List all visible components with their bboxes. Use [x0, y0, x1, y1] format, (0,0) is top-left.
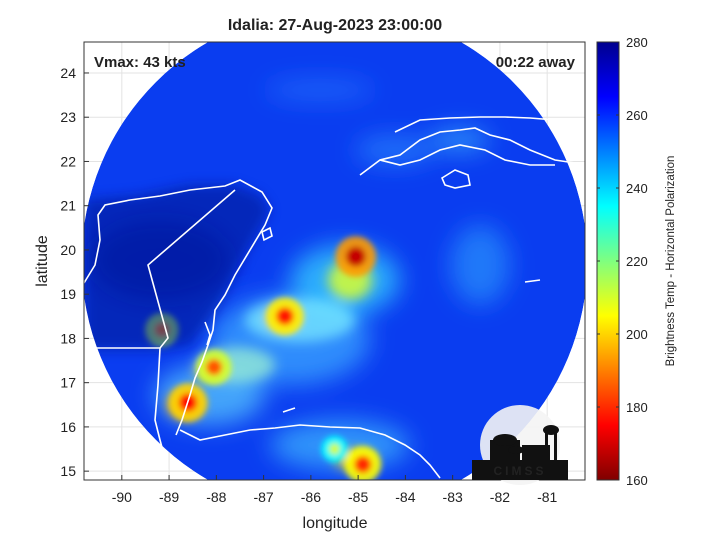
colorbar-tick-label: 240: [626, 181, 648, 196]
time-away-annotation: 00:22 away: [496, 54, 576, 71]
x-tick-label: -81: [537, 489, 557, 505]
y-tick-label: 18: [60, 330, 76, 346]
y-tick-label: 16: [60, 419, 76, 435]
belize-cays: [204, 321, 211, 346]
colorbar-tick-label: 180: [626, 400, 648, 415]
y-tick-label: 23: [60, 109, 76, 125]
y-tick-label: 21: [60, 198, 76, 214]
vmax-annotation: Vmax: 43 kts: [94, 54, 186, 71]
border-belize: [154, 347, 169, 471]
colorbar-ticks: 160 180 200 220 240 260 280: [597, 35, 648, 488]
coast-honduras: [179, 424, 441, 479]
y-axis-ticks: 15 16 17 18 19 20 21 22 23 24: [60, 65, 89, 479]
coastlines: [84, 116, 585, 479]
x-tick-label: -90: [112, 489, 132, 505]
x-tick-label: -87: [253, 489, 273, 505]
cold-core: [328, 443, 341, 455]
coast-yucatan: [84, 179, 273, 436]
x-tick-label: -86: [301, 489, 321, 505]
cold-core: [205, 359, 223, 376]
colorbar-tick-label: 160: [626, 473, 648, 488]
isla-juventud: [440, 169, 471, 189]
y-axis-label: latitude: [34, 235, 51, 287]
y-tick-label: 20: [60, 242, 76, 258]
cold-core: [276, 307, 294, 326]
cimss-logo-text: CIMSS: [493, 464, 546, 478]
x-tick-label: -85: [348, 489, 368, 505]
y-tick-label: 19: [60, 286, 76, 302]
coast-cuba: [359, 127, 585, 176]
border-mexico-guatemala: [84, 189, 236, 349]
brightness-swath: [84, 42, 585, 480]
coast-west: [84, 394, 101, 421]
x-axis-ticks: -90 -89 -88 -87 -86 -85 -84 -83 -82 -81: [112, 475, 558, 505]
y-tick-label: 17: [60, 375, 76, 391]
land-shading: [84, 185, 270, 350]
colorbar-tick-label: 220: [626, 254, 648, 269]
swan-islands: [282, 407, 296, 413]
y-tick-label: 15: [60, 463, 76, 479]
colorbar-scale: [596, 41, 620, 481]
x-tick-label: -89: [159, 489, 179, 505]
cimss-logo: CIMSS: [472, 405, 568, 485]
x-tick-label: -84: [395, 489, 415, 505]
x-tick-label: -82: [490, 489, 510, 505]
cozumel: [261, 226, 273, 242]
plot-frame: [83, 41, 586, 481]
chart-title: Idalia: 27-Aug-2023 23:00:00: [228, 17, 442, 34]
colorbar-label: Brightness Temp - Horizontal Polarizatio…: [665, 156, 677, 367]
cold-core: [345, 246, 366, 267]
colorbar: 160 180 200 220 240 260 280 Brightness Temp - …: [596, 35, 677, 488]
plot-area: -90 -89 -88 -87 -86 -85 -84 -83 -82 -81 151617181…: [60, 41, 586, 505]
colorbar-tick-label: 200: [626, 327, 648, 342]
coast-cuba-south: [379, 144, 555, 166]
coast-cuba-north: [394, 116, 585, 133]
y-tick-label: 24: [60, 65, 76, 81]
colorbar-tick-label: 280: [626, 35, 648, 50]
colorbar-tick-label: 260: [626, 108, 648, 123]
x-tick-label: -83: [443, 489, 463, 505]
x-tick-label: -88: [206, 489, 226, 505]
x-axis-label: longitude: [303, 515, 368, 532]
y-tick-label: 22: [60, 153, 76, 169]
cold-core: [354, 455, 372, 474]
cayman-islands: [524, 279, 541, 283]
